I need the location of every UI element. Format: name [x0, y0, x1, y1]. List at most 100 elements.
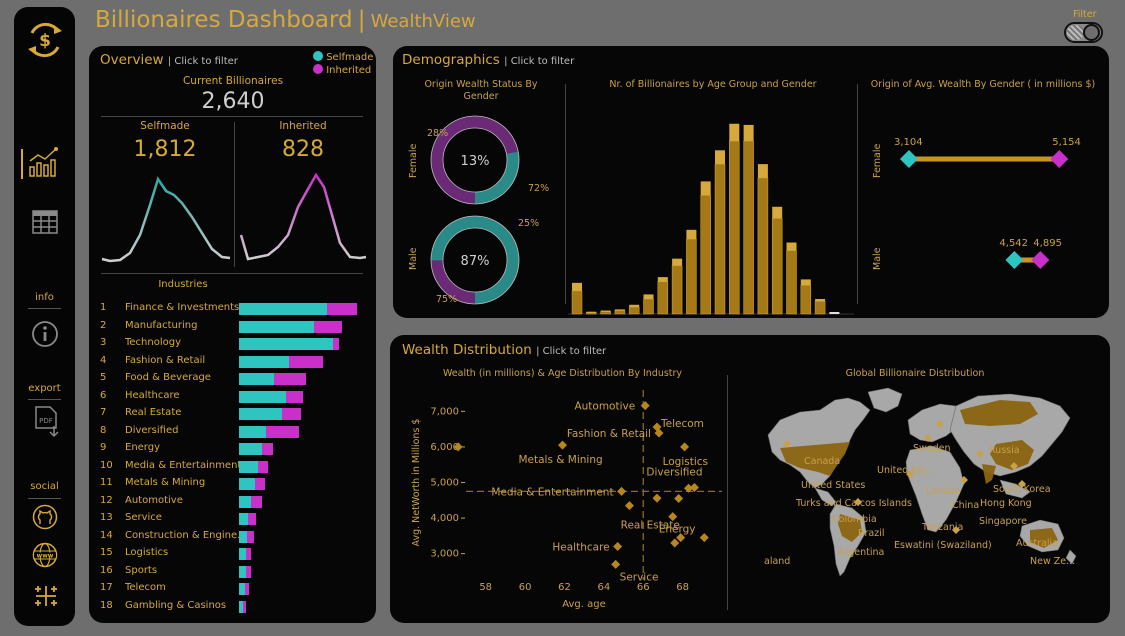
industry-selfmade-bar[interactable]: [239, 600, 243, 613]
age-bar-male: [700, 194, 711, 315]
industry-inherited-bar[interactable]: [248, 513, 256, 525]
age-bar-female: [686, 229, 697, 240]
russia-fill: [960, 400, 1038, 426]
industry-selfmade-bar[interactable]: [239, 338, 333, 350]
north-america: [767, 397, 871, 489]
industry-selfmade-bar[interactable]: [239, 478, 255, 490]
scatter-point-label: Automotive: [574, 401, 635, 413]
industry-selfmade-bar[interactable]: [239, 460, 258, 473]
current-billionaires-label: Current Billionaires: [182, 75, 284, 87]
pdf-download-icon[interactable]: PDF: [34, 406, 60, 438]
industry-inherited-bar[interactable]: [245, 583, 249, 595]
industry-inherited-bar[interactable]: [262, 443, 273, 455]
scatter-xtick-label: 58: [479, 582, 492, 593]
industry-selfmade-bar[interactable]: [239, 565, 246, 578]
table-icon[interactable]: [32, 210, 58, 234]
industry-selfmade-bar[interactable]: [239, 530, 247, 543]
demographics-title[interactable]: Demographics | Click to filter: [402, 52, 575, 68]
industry-name: Construction & Engine...: [125, 529, 240, 541]
scatter-point: [654, 428, 664, 438]
map-country-label: South Korea: [993, 484, 1051, 495]
highlighted-countries: [780, 400, 1058, 548]
southeast-asia: [999, 479, 1031, 499]
legend-selfmade: Selfmade: [313, 51, 373, 64]
industry-selfmade-bar[interactable]: [239, 390, 286, 403]
industry-selfmade-bar[interactable]: [239, 303, 327, 315]
wealth-age-scatter[interactable]: 3,000 4,000 5,000 6,000 7,000 58 60 62 64 66 68 Avg…: [400, 380, 730, 620]
male-donut-selfmade-arc: [431, 216, 519, 304]
industry-inherited-bar[interactable]: [246, 565, 251, 578]
age-bar-male: [800, 284, 812, 315]
industry-inherited-bar[interactable]: [282, 408, 301, 420]
industry-inherited-bar[interactable]: [327, 303, 357, 315]
map-country-label: Colombia: [832, 514, 877, 525]
map-country-label: Brazil: [858, 528, 885, 539]
industry-inherited-bar[interactable]: [258, 460, 268, 473]
current-billionaires-value: 2,640: [201, 89, 265, 114]
industry-inherited-bar[interactable]: [333, 338, 339, 350]
www-globe-icon[interactable]: www: [32, 542, 58, 568]
origin-donuts[interactable]: 13% 28% 72% 87% 25% 75%: [420, 100, 560, 305]
filter-toggle[interactable]: [1064, 22, 1103, 43]
age-bar-male: [729, 140, 740, 315]
scatter-point: [652, 493, 662, 503]
age-bar-female: [614, 309, 625, 311]
industry-inherited-bar[interactable]: [247, 530, 254, 543]
age-bar-male: [643, 298, 654, 315]
world-map[interactable]: Sweden Russia Canada United Kin... United St…: [760, 380, 1100, 580]
industry-selfmade-bar[interactable]: [239, 583, 245, 595]
age-bar-female: [672, 258, 683, 266]
industry-selfmade-bar[interactable]: [239, 513, 248, 525]
industry-rank: 14: [100, 529, 113, 541]
industry-selfmade-bar[interactable]: [239, 495, 251, 508]
export-label: export: [28, 383, 61, 394]
industry-name: Finance & Investments: [125, 302, 240, 313]
info-icon[interactable]: [31, 320, 59, 348]
dollar-refresh-icon[interactable]: $: [24, 19, 66, 61]
industry-rank: 10: [100, 459, 113, 471]
female-label: Female: [408, 143, 419, 178]
industry-inherited-bar[interactable]: [286, 390, 303, 403]
industry-selfmade-bar[interactable]: [239, 355, 289, 368]
age-bar-male: [657, 281, 669, 315]
age-bar-male: [771, 218, 783, 315]
industry-selfmade-bar[interactable]: [239, 443, 262, 455]
china-fill: [990, 440, 1034, 470]
industry-inherited-bar[interactable]: [289, 355, 323, 368]
industry-inherited-bar[interactable]: [251, 495, 262, 508]
avg-wealth-dumbbell[interactable]: 3,104 5,154 4,542 4,895 Female Male: [862, 110, 1102, 310]
tableau-icon[interactable]: [32, 582, 60, 610]
industry-inherited-bar[interactable]: [314, 320, 342, 333]
industry-inherited-bar[interactable]: [255, 478, 265, 490]
industry-inherited-bar[interactable]: [274, 373, 306, 385]
marker-4: [906, 470, 914, 478]
scatter-xtick-label: 68: [676, 582, 689, 593]
female-donut-outer-ring: [430, 115, 520, 205]
age-bar-female: [743, 124, 754, 142]
age-bar-male: [614, 310, 626, 315]
scatter-point: [668, 512, 678, 522]
industry-selfmade-bar[interactable]: [239, 373, 274, 385]
selfmade-sparkline[interactable]: [100, 165, 234, 265]
chart-icon[interactable]: [28, 145, 62, 179]
github-icon[interactable]: [32, 504, 58, 530]
scatter-point-label: Diversified: [646, 466, 702, 478]
map-country-label: Canada: [804, 456, 840, 467]
inherited-sparkline[interactable]: [238, 165, 368, 265]
industry-selfmade-bar[interactable]: [239, 548, 246, 560]
map-country-label: Tanzania: [921, 522, 963, 533]
industry-inherited-bar[interactable]: [246, 548, 251, 560]
industry-inherited-bar[interactable]: [266, 425, 299, 438]
age-bar-min: [829, 312, 840, 314]
industry-selfmade-bar[interactable]: [239, 408, 282, 420]
age-bar-female: [729, 123, 740, 142]
overview-panel[interactable]: [89, 46, 376, 623]
overview-title[interactable]: Overview | Click to filter: [100, 52, 238, 68]
industry-selfmade-bar[interactable]: [239, 425, 266, 438]
industry-inherited-bar[interactable]: [243, 600, 246, 613]
wealth-title[interactable]: Wealth Distribution | Click to filter: [402, 342, 607, 358]
age-gender-bar-chart[interactable]: [568, 100, 856, 316]
industry-rank: 17: [100, 582, 113, 593]
industry-selfmade-bar[interactable]: [239, 320, 314, 333]
scatter-ytick-label: 7,000: [430, 406, 459, 417]
